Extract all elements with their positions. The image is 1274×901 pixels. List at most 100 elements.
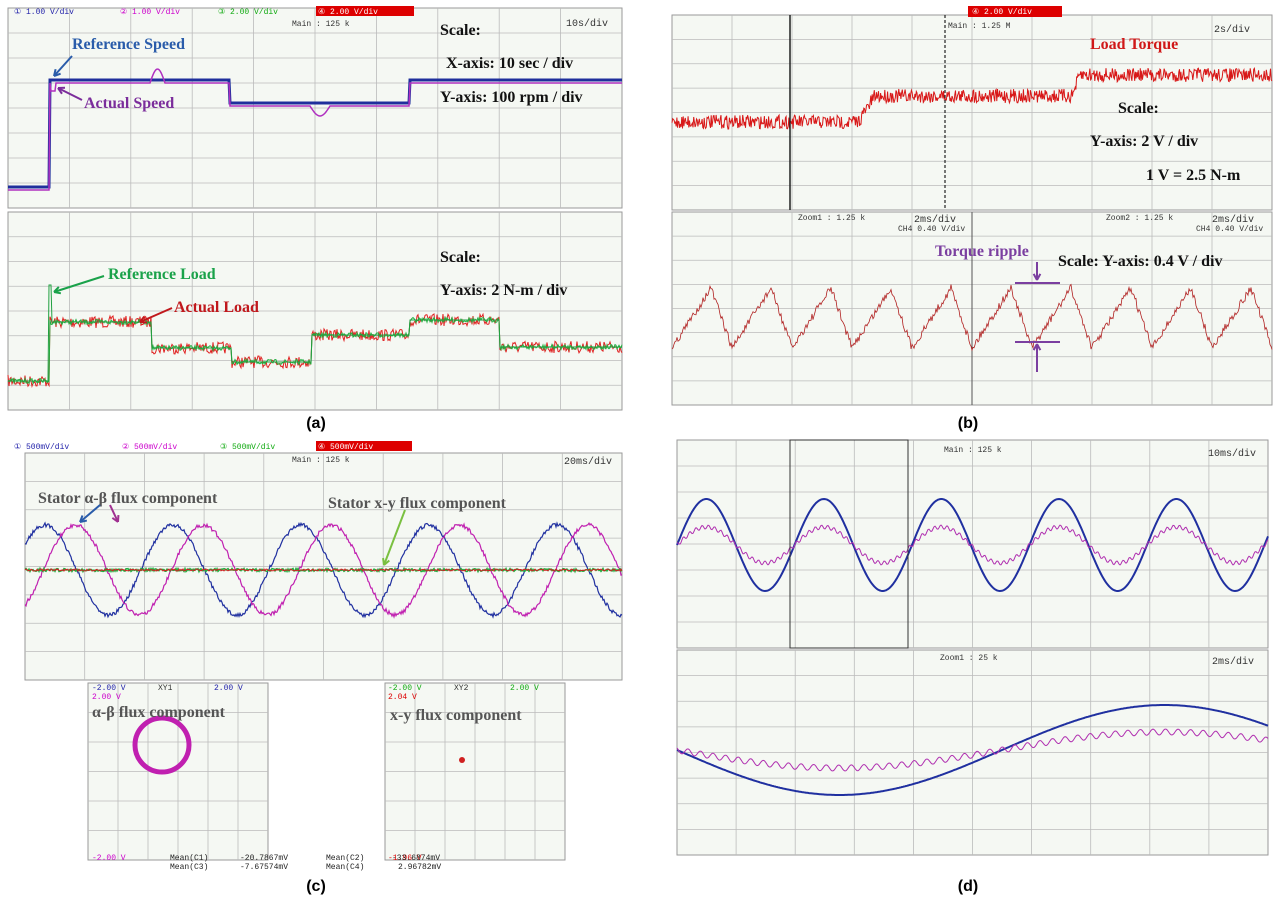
main: Main : 125 k bbox=[292, 456, 350, 465]
arrow bbox=[109, 504, 119, 523]
channel-bg bbox=[316, 6, 414, 16]
annotation: Scale: Y-axis: 0.4 V / div bbox=[1058, 253, 1222, 270]
waveform bbox=[671, 283, 1273, 352]
annotation: Load Torque bbox=[1090, 36, 1178, 53]
xy-tag: XY1 bbox=[158, 684, 173, 693]
xy-trace bbox=[459, 757, 465, 763]
screens bbox=[7, 7, 1273, 861]
annotation: Actual Speed bbox=[84, 95, 174, 112]
measure: 2.96782mV bbox=[398, 863, 441, 872]
waveform bbox=[676, 524, 1269, 566]
arrow-head bbox=[139, 315, 148, 324]
waveform bbox=[24, 568, 623, 572]
channel: ② 1.00 V/div bbox=[120, 8, 180, 17]
main: Main : 125 k bbox=[292, 20, 350, 29]
timebase: 10ms/div bbox=[1208, 448, 1256, 460]
timebase: 10s/div bbox=[566, 18, 608, 30]
annotation: Scale: bbox=[440, 22, 481, 39]
annotation: Scale: bbox=[440, 249, 481, 266]
channel: ④ 2.00 V/div bbox=[318, 8, 378, 17]
timebase: 20ms/div bbox=[564, 456, 612, 468]
waveform bbox=[24, 521, 623, 619]
arrow-head bbox=[53, 68, 61, 77]
arrow bbox=[53, 275, 105, 293]
timebase: 2s/div bbox=[1214, 24, 1250, 36]
channel: ④ 2.00 V/div bbox=[972, 8, 1032, 17]
waveform bbox=[8, 284, 622, 382]
waveform bbox=[676, 728, 1269, 772]
waveform bbox=[8, 78, 622, 189]
annotation: Actual Load bbox=[174, 299, 259, 316]
channel: ① 1.00 V/div bbox=[14, 8, 74, 17]
arrow bbox=[57, 87, 83, 101]
xy-range: -2.00 V bbox=[388, 684, 422, 693]
main: Main : 125 k bbox=[944, 446, 1002, 455]
waveform bbox=[8, 68, 622, 191]
measure: -20.7867mV bbox=[240, 854, 288, 863]
annotation: Y-axis: 2 N-m / div bbox=[440, 282, 567, 299]
xy-title: x-y flux component bbox=[390, 707, 522, 724]
channel: ① 500mV/div bbox=[14, 443, 69, 452]
arrow-head bbox=[79, 515, 88, 523]
measure: Mean(C2) bbox=[326, 854, 364, 863]
xy-range: 2.00 V bbox=[510, 684, 539, 693]
measure: -33.6874mV bbox=[392, 854, 440, 863]
annotation: Reference Speed bbox=[72, 36, 185, 53]
channel: ② 500mV/div bbox=[122, 443, 177, 452]
zoom-timebase: 2ms/div bbox=[1212, 656, 1254, 668]
arrow-head bbox=[382, 557, 390, 566]
annotation: 1 V = 2.5 N-m bbox=[1146, 167, 1241, 184]
zoom-channel: CH4 0.40 V/div bbox=[1196, 225, 1263, 234]
measure: Mean(C1) bbox=[170, 854, 208, 863]
panel-label: (c) bbox=[306, 878, 326, 895]
zoom: Zoom1 : 1.25 k bbox=[798, 214, 865, 223]
zoom: Zoom2 : 1.25 k bbox=[1106, 214, 1173, 223]
zoom-timebase: 2ms/div bbox=[1212, 214, 1254, 226]
channel: ③ 500mV/div bbox=[220, 443, 275, 452]
panel-label: (b) bbox=[958, 415, 978, 432]
annotation: Scale: bbox=[1118, 100, 1159, 117]
channel: ③ 2.00 V/div bbox=[218, 8, 278, 17]
zoom-timebase: 2ms/div bbox=[914, 214, 956, 226]
waveform bbox=[24, 522, 623, 619]
waveforms bbox=[7, 15, 1273, 796]
panel-label: (a) bbox=[306, 415, 326, 432]
arrow-head bbox=[111, 514, 120, 523]
xy-tag: XY2 bbox=[454, 684, 469, 693]
waveform bbox=[671, 66, 1273, 130]
arrow bbox=[53, 55, 73, 77]
annotation: Stator α-β flux component bbox=[38, 490, 218, 507]
channel-bg bbox=[316, 441, 412, 451]
xy-range: 2.00 V bbox=[214, 684, 243, 693]
annotation: Reference Load bbox=[108, 266, 216, 283]
annotation: Y-axis: 2 V / div bbox=[1090, 133, 1198, 150]
arrow bbox=[383, 509, 406, 566]
annotation: Torque ripple bbox=[935, 243, 1029, 260]
xy-range: -2.00 V bbox=[92, 854, 126, 863]
waveform bbox=[676, 497, 1269, 593]
panel-label: (d) bbox=[958, 878, 978, 895]
arrow-head bbox=[53, 286, 62, 295]
xy-range: 2.04 V bbox=[388, 693, 417, 702]
main: Main : 1.25 M bbox=[948, 22, 1011, 31]
arrow-head bbox=[1032, 343, 1042, 351]
xy-title: α-β flux component bbox=[92, 704, 226, 721]
annotation: Stator x-y flux component bbox=[328, 495, 507, 512]
measure: Mean(C4) bbox=[326, 863, 364, 872]
arrow-head bbox=[57, 86, 66, 95]
waveform bbox=[676, 704, 1269, 796]
xy-range: -2.00 V bbox=[92, 684, 126, 693]
arrow-head bbox=[1032, 273, 1042, 281]
zoom-window bbox=[789, 439, 909, 649]
zoom-channel: CH4 0.40 V/div bbox=[898, 225, 965, 234]
arrows bbox=[53, 55, 1060, 566]
arrow bbox=[79, 504, 101, 523]
arrow bbox=[139, 307, 173, 323]
zoom: Zoom1 : 25 k bbox=[940, 654, 998, 663]
annotation: X-axis: 10 sec / div bbox=[446, 55, 573, 72]
xy-trace bbox=[132, 715, 192, 775]
channel-bg bbox=[968, 6, 1062, 17]
xy-range: 2.00 V bbox=[92, 693, 121, 702]
texts: ① 1.00 V/div ② 1.00 V/div ③ 2.00 V/div ④… bbox=[14, 6, 1263, 895]
